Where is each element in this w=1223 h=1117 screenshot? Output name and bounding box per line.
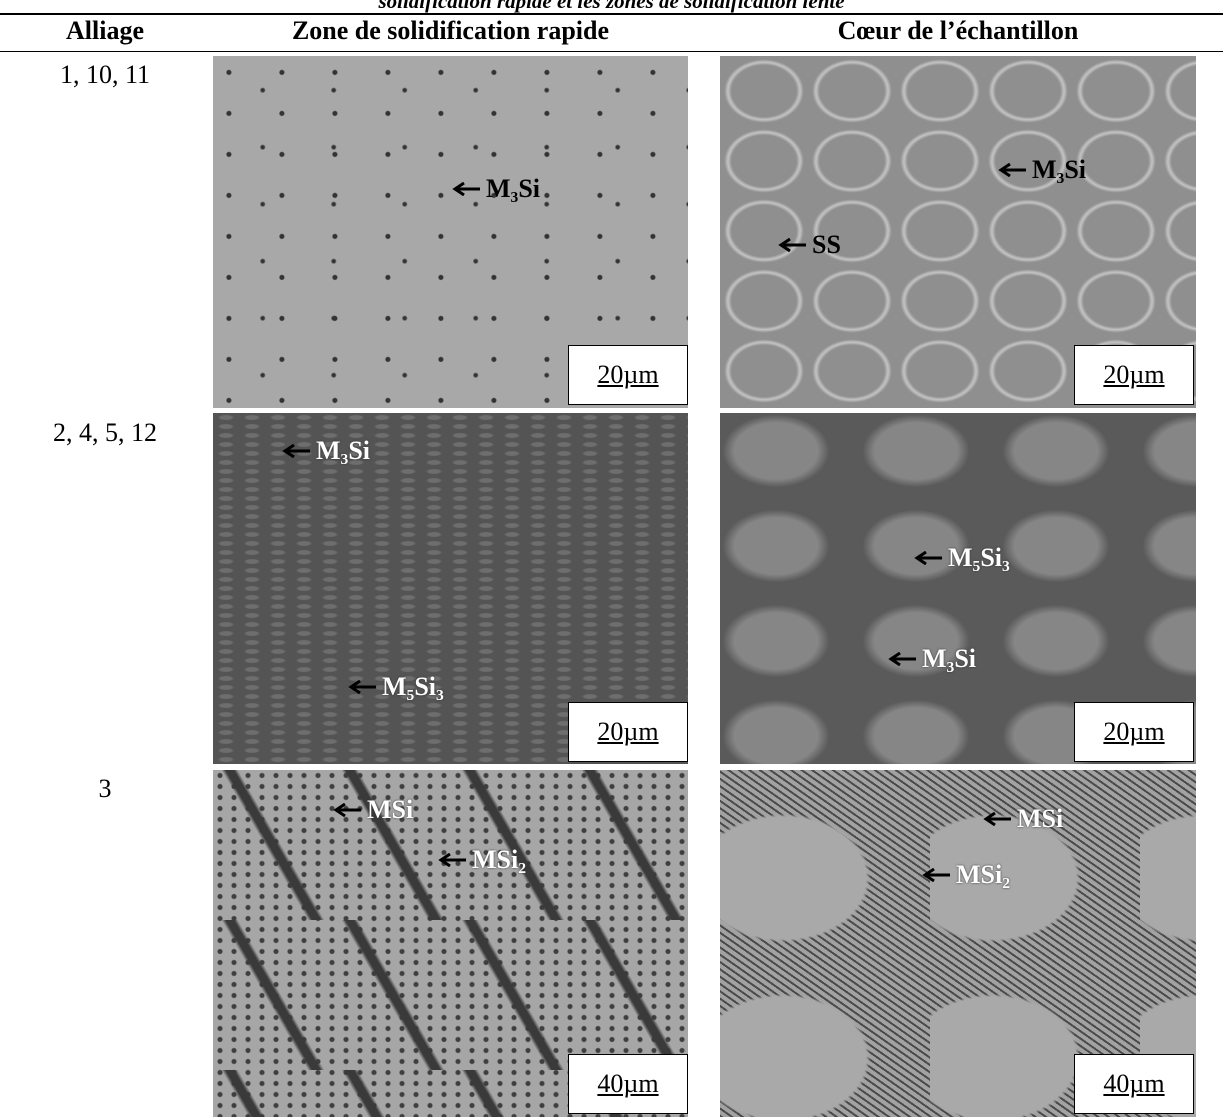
arrow bbox=[998, 163, 1026, 177]
micrograph bbox=[720, 413, 1196, 764]
phase-label: M₅Si₃ bbox=[914, 543, 1010, 573]
arrow bbox=[888, 652, 916, 666]
scale-text: 40µm bbox=[1103, 1069, 1165, 1098]
phase-label: MSi₂ bbox=[922, 860, 1010, 890]
phase-name: MSi₂ bbox=[956, 860, 1011, 889]
phase-label: M₃Si bbox=[888, 644, 976, 674]
arrow bbox=[438, 853, 466, 867]
arrow bbox=[348, 680, 376, 694]
scale-text: 20µm bbox=[1103, 717, 1165, 746]
scale-text: 40µm bbox=[597, 1069, 659, 1098]
alloy-label: 2, 4, 5, 12 bbox=[53, 418, 157, 447]
phase-name: M₃Si bbox=[1032, 155, 1087, 184]
alloy-label: 1, 10, 11 bbox=[59, 60, 151, 89]
scale-bar: 20µm bbox=[568, 702, 688, 762]
phase-name: MSi₂ bbox=[472, 845, 527, 874]
arrow bbox=[452, 182, 480, 196]
arrow bbox=[333, 803, 361, 817]
phase-label: M₃Si bbox=[282, 436, 370, 466]
phase-name: M₃Si bbox=[486, 174, 541, 203]
caption: solidification rapide et les zones de so… bbox=[378, 0, 845, 13]
scale-text: 20µm bbox=[597, 717, 659, 746]
phase-label: SS bbox=[778, 230, 841, 260]
alloy-label: 3 bbox=[98, 774, 112, 803]
table-rule bbox=[0, 51, 1223, 52]
arrow bbox=[778, 238, 806, 252]
phase-name: MSi bbox=[367, 795, 414, 824]
scale-bar: 20µm bbox=[1074, 702, 1194, 762]
scale-text: 20µm bbox=[1103, 360, 1165, 389]
phase-label: MSi₂ bbox=[438, 845, 526, 875]
column-header: Zone de solidification rapide bbox=[291, 16, 610, 45]
phase-label: M₅Si₃ bbox=[348, 672, 444, 702]
phase-name: M₃Si bbox=[922, 644, 977, 673]
phase-name: MSi bbox=[1017, 804, 1064, 833]
column-header: Cœur de l’échantillon bbox=[837, 16, 1079, 45]
phase-label: MSi bbox=[983, 804, 1063, 834]
phase-name: SS bbox=[812, 230, 841, 259]
arrow bbox=[282, 444, 310, 458]
phase-name: M₅Si₃ bbox=[948, 543, 1010, 572]
phase-label: MSi bbox=[333, 795, 413, 825]
phase-name: M₃Si bbox=[316, 436, 371, 465]
micrograph bbox=[213, 56, 688, 408]
phase-label: M₃Si bbox=[452, 174, 540, 204]
arrow bbox=[914, 551, 942, 565]
table-rule bbox=[0, 13, 1223, 15]
scale-bar: 40µm bbox=[568, 1054, 688, 1114]
phase-label: M₃Si bbox=[998, 155, 1086, 185]
scale-bar: 20µm bbox=[1074, 345, 1194, 405]
scale-text: 20µm bbox=[597, 360, 659, 389]
column-header: Alliage bbox=[66, 16, 144, 45]
arrow bbox=[922, 868, 950, 882]
arrow bbox=[983, 812, 1011, 826]
phase-name: M₅Si₃ bbox=[382, 672, 444, 701]
scale-bar: 40µm bbox=[1074, 1054, 1194, 1114]
scale-bar: 20µm bbox=[568, 345, 688, 405]
